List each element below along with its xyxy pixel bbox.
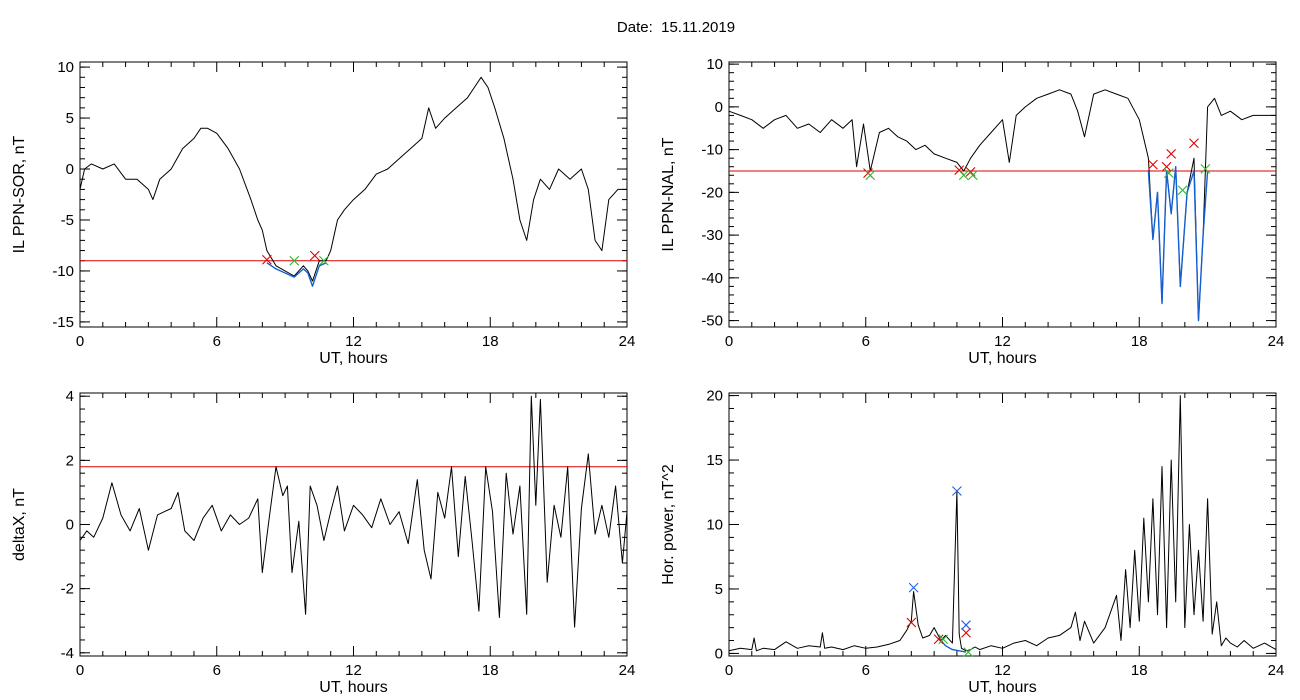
start-marker <box>1161 161 1172 172</box>
panel-il-ppn-nal: 0 6 12 18 24 -50 -40 -30 -20 -10 0 10 UT, hours IL PP… <box>660 56 1284 367</box>
x-tick-label: 0 <box>76 662 84 679</box>
y-tick-label: 0 <box>66 161 74 178</box>
x-tick-label: 18 <box>1131 662 1148 679</box>
y-tick-label: 5 <box>66 110 74 127</box>
end-marker <box>289 255 300 266</box>
x-axis-label: UT, hours <box>968 350 1036 367</box>
start-marker <box>262 254 272 265</box>
x-axis-label: UT, hours <box>319 679 387 696</box>
y-tick-label: -4 <box>61 645 74 662</box>
start-marker <box>906 617 917 628</box>
y-tick-label: 10 <box>706 56 723 73</box>
plot-frame <box>728 61 1277 328</box>
y-axis-label: IL PPN-SOR, nT <box>11 135 28 253</box>
y-tick-label: 0 <box>715 645 723 662</box>
series-line <box>728 89 1276 322</box>
end-marker <box>1200 163 1211 174</box>
x-tick-label: 18 <box>482 333 499 350</box>
end-marker <box>958 170 969 181</box>
start-marker <box>1189 138 1199 149</box>
y-tick-label: 10 <box>57 59 74 76</box>
y-tick-label: 20 <box>706 388 723 405</box>
y-tick-label: 15 <box>706 452 723 469</box>
x-tick-label: 12 <box>994 333 1011 350</box>
x-tick-label: 18 <box>1131 333 1148 350</box>
x-tick-label: 24 <box>619 333 636 350</box>
x-tick-label: 12 <box>345 333 362 350</box>
y-tick-label: 5 <box>715 581 723 598</box>
y-tick-label: 0 <box>66 517 74 534</box>
plot-frame <box>79 61 628 328</box>
x-tick-label: 0 <box>725 333 733 350</box>
x-tick-label: 24 <box>1268 333 1285 350</box>
y-tick-label: -20 <box>701 184 723 201</box>
y-tick-label: -10 <box>52 263 74 280</box>
y-tick-label: 4 <box>66 388 74 405</box>
y-tick-label: 10 <box>706 517 723 534</box>
x-tick-label: 6 <box>862 662 870 679</box>
series-line <box>79 76 627 282</box>
highlight-line <box>266 262 327 287</box>
y-tick-label: -10 <box>701 142 723 159</box>
y-axis-label: Hor. power, nT^2 <box>660 464 677 585</box>
panel-il-ppn-sor: 0 6 12 18 24 -15 -10 -5 0 5 10 UT, hours IL PPN-SOR,… <box>11 59 635 367</box>
x-tick-label: 18 <box>482 662 499 679</box>
plot-frame <box>728 392 1277 657</box>
end-marker <box>1177 185 1188 196</box>
x-tick-label: 24 <box>1268 662 1285 679</box>
highlight-line <box>1147 165 1209 322</box>
peak-marker <box>961 620 971 630</box>
end-marker <box>318 255 329 266</box>
x-tick-label: 0 <box>725 662 733 679</box>
x-tick-label: 12 <box>345 662 362 679</box>
start-marker <box>933 634 944 645</box>
x-tick-label: 24 <box>619 662 636 679</box>
x-tick-label: 6 <box>862 333 870 350</box>
y-tick-label: -40 <box>701 270 723 287</box>
y-axis-label: deltaX, nT <box>11 488 28 561</box>
series-line <box>79 395 628 628</box>
end-marker <box>938 634 949 645</box>
figure-date: Date: 15.11.2019 <box>616 19 736 36</box>
peak-marker <box>908 582 919 593</box>
y-tick-label: -2 <box>61 581 74 598</box>
y-tick-label: -30 <box>701 227 723 244</box>
x-axis-label: UT, hours <box>968 679 1036 696</box>
y-tick-label: -50 <box>701 313 723 330</box>
x-tick-label: 12 <box>994 662 1011 679</box>
x-tick-label: 0 <box>76 333 84 350</box>
end-marker <box>1163 168 1174 179</box>
start-marker <box>1148 159 1158 170</box>
start-marker <box>1166 149 1177 159</box>
y-tick-label: 2 <box>66 452 74 469</box>
y-tick-label: -15 <box>52 314 74 331</box>
peak-marker <box>952 486 962 496</box>
start-marker <box>961 627 971 638</box>
end-marker <box>865 170 876 181</box>
x-tick-label: 6 <box>213 662 221 679</box>
end-marker <box>963 647 974 658</box>
y-tick-label: -5 <box>61 212 74 229</box>
end-marker <box>967 170 978 181</box>
x-axis-label: UT, hours <box>319 350 387 367</box>
y-axis-label: IL PPN-NAL, nT <box>660 137 677 251</box>
panel-hor-power: 0 6 12 18 24 0 5 10 15 20 UT, hours Hor. power, nT^… <box>660 388 1284 696</box>
start-marker <box>309 250 320 261</box>
x-tick-label: 6 <box>213 333 221 350</box>
series-line <box>728 395 1277 652</box>
y-tick-label: 0 <box>715 99 723 116</box>
